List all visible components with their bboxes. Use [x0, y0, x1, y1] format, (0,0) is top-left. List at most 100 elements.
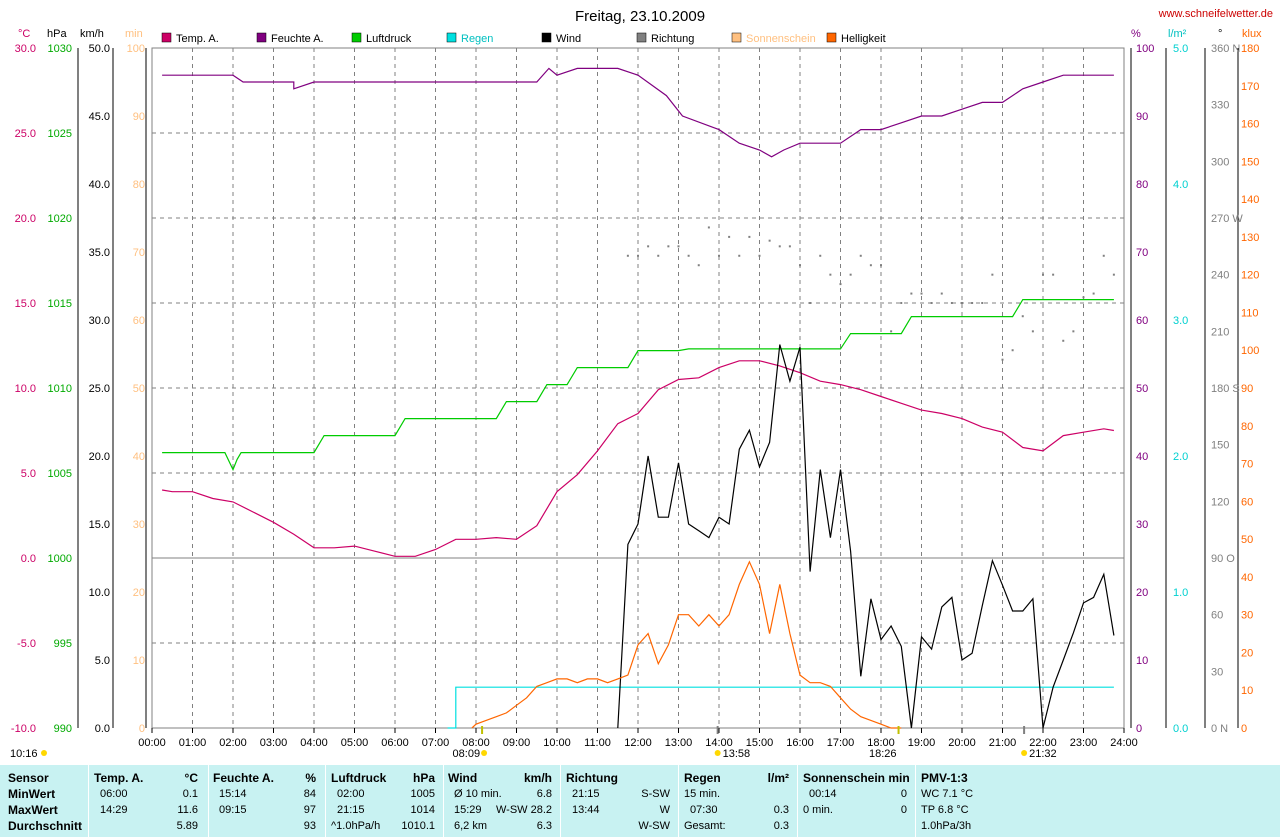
tick-label-rain: 4.0 — [1173, 179, 1188, 191]
legend-label: Feuchte A. — [271, 33, 324, 45]
time-tick-label: 11:00 — [584, 737, 611, 749]
tick-label-wind: 15.0 — [89, 519, 110, 531]
tick-label-direction: 150 — [1211, 440, 1229, 452]
tick-label-rain: 1.0 — [1173, 587, 1188, 599]
axis-unit-wind: km/h — [80, 28, 104, 40]
tick-label-temp: -10.0 — [11, 723, 36, 735]
tick-label-brightness: 90 — [1241, 383, 1253, 395]
tick-label-wind: 45.0 — [89, 111, 110, 123]
tick-label-temp: 5.0 — [21, 468, 36, 480]
chart-title: Freitag, 23.10.2009 — [575, 8, 705, 25]
legend-label: Regen — [461, 33, 493, 45]
tick-label-temp: 10.0 — [15, 383, 36, 395]
tick-label-brightness: 130 — [1241, 232, 1259, 244]
direction-point — [1062, 339, 1065, 342]
stats-time: 15:14 — [219, 788, 247, 800]
direction-point — [799, 264, 801, 267]
direction-point — [809, 302, 812, 304]
stats-unit: l/m² — [767, 771, 789, 785]
tick-label-direction: 270 W — [1211, 213, 1243, 225]
tick-label-brightness: 140 — [1241, 194, 1259, 206]
time-tick-label: 24:00 — [1110, 737, 1138, 749]
time-tick-label: 04:00 — [300, 737, 328, 749]
tick-label-humidity: 50 — [1136, 383, 1148, 395]
stats-value: 5.89 — [176, 820, 198, 832]
tick-label-wind: 35.0 — [89, 247, 110, 259]
legend-label: Temp. A. — [176, 33, 219, 45]
series-temp-a — [162, 360, 1114, 557]
tick-label-wind: 5.0 — [95, 655, 110, 667]
sunrise-sun-icon — [481, 750, 488, 756]
tick-label-pressure: 1015 — [48, 298, 72, 310]
stats-col-wind: Wind km/h Ø 10 min. 6.8 15:29 W-SW 28.2 6,2 … — [448, 765, 552, 837]
direction-point — [748, 235, 751, 238]
axis-unit-pressure: hPa — [47, 28, 67, 40]
time-tick-label: 05:00 — [341, 737, 369, 749]
time-tick-label: 15:00 — [746, 737, 774, 749]
tick-label-brightness: 160 — [1241, 119, 1259, 131]
time-tick-label: 19:00 — [908, 737, 936, 749]
stats-time: 06:00 — [100, 788, 128, 800]
tick-label-brightness: 170 — [1241, 81, 1259, 93]
series-luftdruck — [162, 299, 1114, 472]
tick-label-brightness: 150 — [1241, 156, 1259, 168]
sunset-label: 18:26 — [869, 748, 897, 760]
series-wind — [617, 344, 1115, 729]
direction-point — [940, 292, 943, 295]
time-tick-label: 16:00 — [786, 737, 814, 749]
legend-label: Wind — [556, 33, 581, 45]
direction-point — [880, 264, 882, 267]
stats-unit: hPa — [412, 771, 435, 785]
legend: Temp. A. Feuchte A. Luftdruck Regen Wind Rich… — [161, 32, 886, 45]
noon-label: 13:58 — [723, 748, 751, 760]
direction-point — [849, 273, 852, 276]
axis-unit-temp: °C — [18, 28, 30, 40]
direction-point — [930, 302, 933, 304]
time-markers: 10:16 08:09 13:58 18:26 21:32 — [10, 726, 1057, 760]
time-tick-label: 14:00 — [705, 737, 733, 749]
legend-swatch — [161, 32, 172, 43]
time-tick-label: 00:00 — [138, 737, 166, 749]
tick-label-humidity: 70 — [1136, 247, 1148, 259]
axis-unit-humidity: % — [1131, 28, 1141, 40]
legend-swatch — [446, 32, 457, 43]
tick-label-temp: 0.0 — [21, 553, 36, 565]
stats-value: 1014 — [410, 804, 435, 816]
tick-label-humidity: 20 — [1136, 587, 1148, 599]
time-tick-label: 07:00 — [422, 737, 450, 749]
stats-value: W — [659, 804, 670, 816]
axis-unit-rain: l/m² — [1168, 28, 1187, 40]
direction-point — [1011, 349, 1014, 352]
axis-unit-brightness: klux — [1242, 28, 1262, 40]
now-sun-icon — [41, 750, 47, 756]
stats-col-sunshine: Sonnenschein min 00:14 0 0 min. 0 — [803, 765, 910, 837]
tick-label-brightness: 70 — [1241, 459, 1253, 471]
tick-label-humidity: 10 — [1136, 655, 1148, 667]
tick-label-brightness: 60 — [1241, 496, 1253, 508]
direction-point — [768, 239, 771, 242]
direction-point — [991, 273, 994, 276]
stats-time: 09:15 — [219, 804, 247, 816]
direction-point — [890, 330, 893, 333]
website-link[interactable]: www.schneifelwetter.de — [1158, 8, 1273, 20]
stats-col-pmv: PMV-1:3 WC 7.1 °C TP 6.8 °C 1.0hPa/3h — [921, 765, 1041, 837]
direction-point — [778, 245, 781, 248]
moon-label: 21:32 — [1029, 748, 1057, 760]
tick-label-wind: 40.0 — [89, 179, 110, 191]
direction-point — [900, 302, 903, 304]
time-tick-label: 12:00 — [624, 737, 652, 749]
tick-label-temp: 15.0 — [15, 298, 36, 310]
tick-label-direction: 120 — [1211, 496, 1229, 508]
time-tick-label: 21:00 — [989, 737, 1017, 749]
tick-label-direction: 360 N — [1211, 43, 1240, 55]
tick-label-pressure: 1020 — [48, 213, 72, 225]
time-tick-label: 13:00 — [665, 737, 693, 749]
time-tick-label: 23:00 — [1070, 737, 1098, 749]
statistics-panel: Sensor MinWert MaxWert Durchschnitt Temp… — [0, 765, 1280, 837]
time-tick-label: 08:00 — [462, 737, 490, 749]
time-tick-label: 17:00 — [827, 737, 855, 749]
direction-point — [981, 302, 984, 304]
tick-label-brightness: 110 — [1241, 307, 1259, 319]
legend-swatch — [636, 32, 647, 43]
stats-value: 1005 — [410, 788, 435, 800]
